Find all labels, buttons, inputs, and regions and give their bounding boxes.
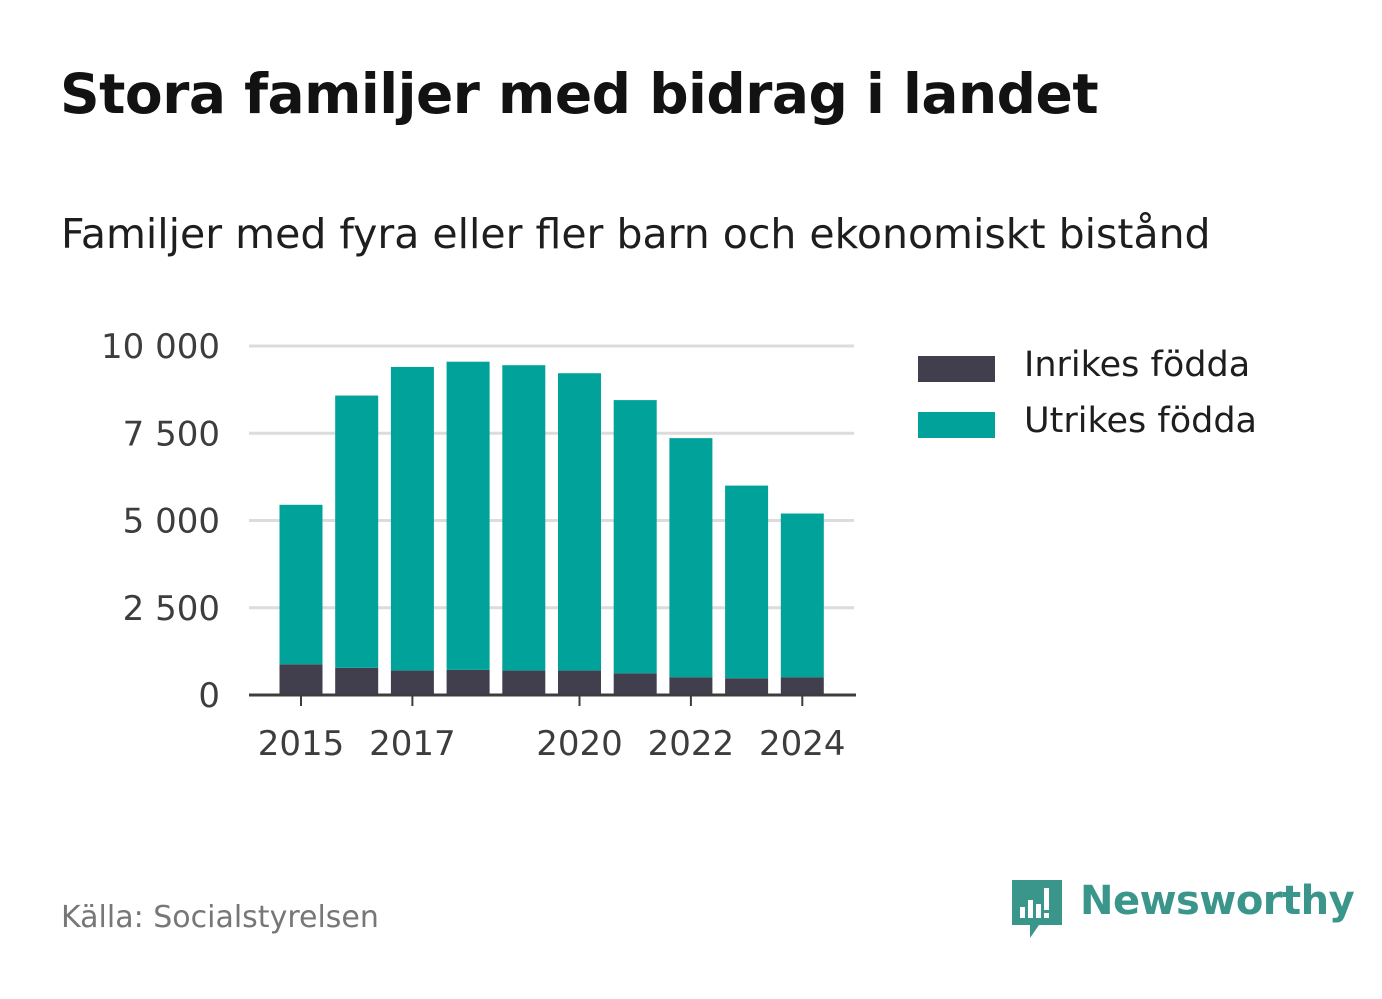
bar-utrikes-2017 — [390, 366, 434, 671]
legend-item-inrikes: Inrikes födda — [918, 345, 1358, 393]
bar-inrikes-2022 — [669, 677, 713, 695]
chart-title: Stora familjer med bidrag i landet — [60, 62, 1099, 126]
chart-subtitle: Familjer med fyra eller fler barn och ek… — [61, 210, 1211, 258]
bar-inrikes-2020 — [558, 670, 601, 695]
bar-inrikes-2015 — [279, 664, 323, 695]
bar-inrikes-2024 — [780, 677, 824, 695]
bar-inrikes-2019 — [502, 670, 546, 695]
bar-utrikes-2018 — [446, 361, 490, 670]
legend-label-utrikes: Utrikes födda — [1024, 401, 1257, 441]
source-note: Källa: Socialstyrelsen — [61, 900, 379, 935]
bar-utrikes-2022 — [669, 438, 713, 678]
y-tick-label: 7 500 — [123, 414, 220, 454]
legend-label-inrikes: Inrikes födda — [1024, 345, 1251, 385]
bar-utrikes-2015 — [279, 504, 323, 665]
y-tick-label: 0 — [198, 676, 220, 716]
bar-inrikes-2016 — [335, 667, 379, 695]
bar-inrikes-2021 — [613, 673, 657, 695]
bar-inrikes-2017 — [390, 670, 434, 695]
bar-utrikes-2020 — [558, 373, 601, 671]
x-tick-label: 2015 — [258, 724, 345, 764]
bar-utrikes-2023 — [725, 485, 769, 679]
bar-utrikes-2019 — [502, 365, 546, 671]
x-tick-label: 2024 — [759, 724, 846, 764]
legend-item-utrikes: Utrikes födda — [918, 401, 1358, 449]
x-tick-label: 2017 — [369, 724, 456, 764]
legend-swatch-inrikes — [918, 356, 995, 382]
y-tick-label: 10 000 — [101, 327, 220, 367]
x-tick-label: 2020 — [536, 724, 623, 764]
bar-utrikes-2016 — [335, 395, 379, 668]
legend-swatch-utrikes — [918, 412, 995, 438]
y-tick-label: 5 000 — [123, 502, 220, 542]
x-tick-label: 2022 — [648, 724, 735, 764]
x-axis-ticks: 2015 2017 2020 2022 2024 — [258, 695, 846, 764]
bars — [279, 361, 824, 695]
newsworthy-logo-icon — [1012, 880, 1062, 938]
bar-utrikes-2021 — [613, 400, 657, 674]
bar-utrikes-2024 — [780, 513, 824, 678]
brand-name: Newsworthy — [1080, 878, 1355, 924]
y-axis-tick-labels: 0 2 500 5 000 7 500 10 000 — [101, 327, 220, 716]
bar-inrikes-2023 — [725, 678, 769, 695]
bar-inrikes-2018 — [446, 669, 490, 695]
y-tick-label: 2 500 — [123, 589, 220, 629]
